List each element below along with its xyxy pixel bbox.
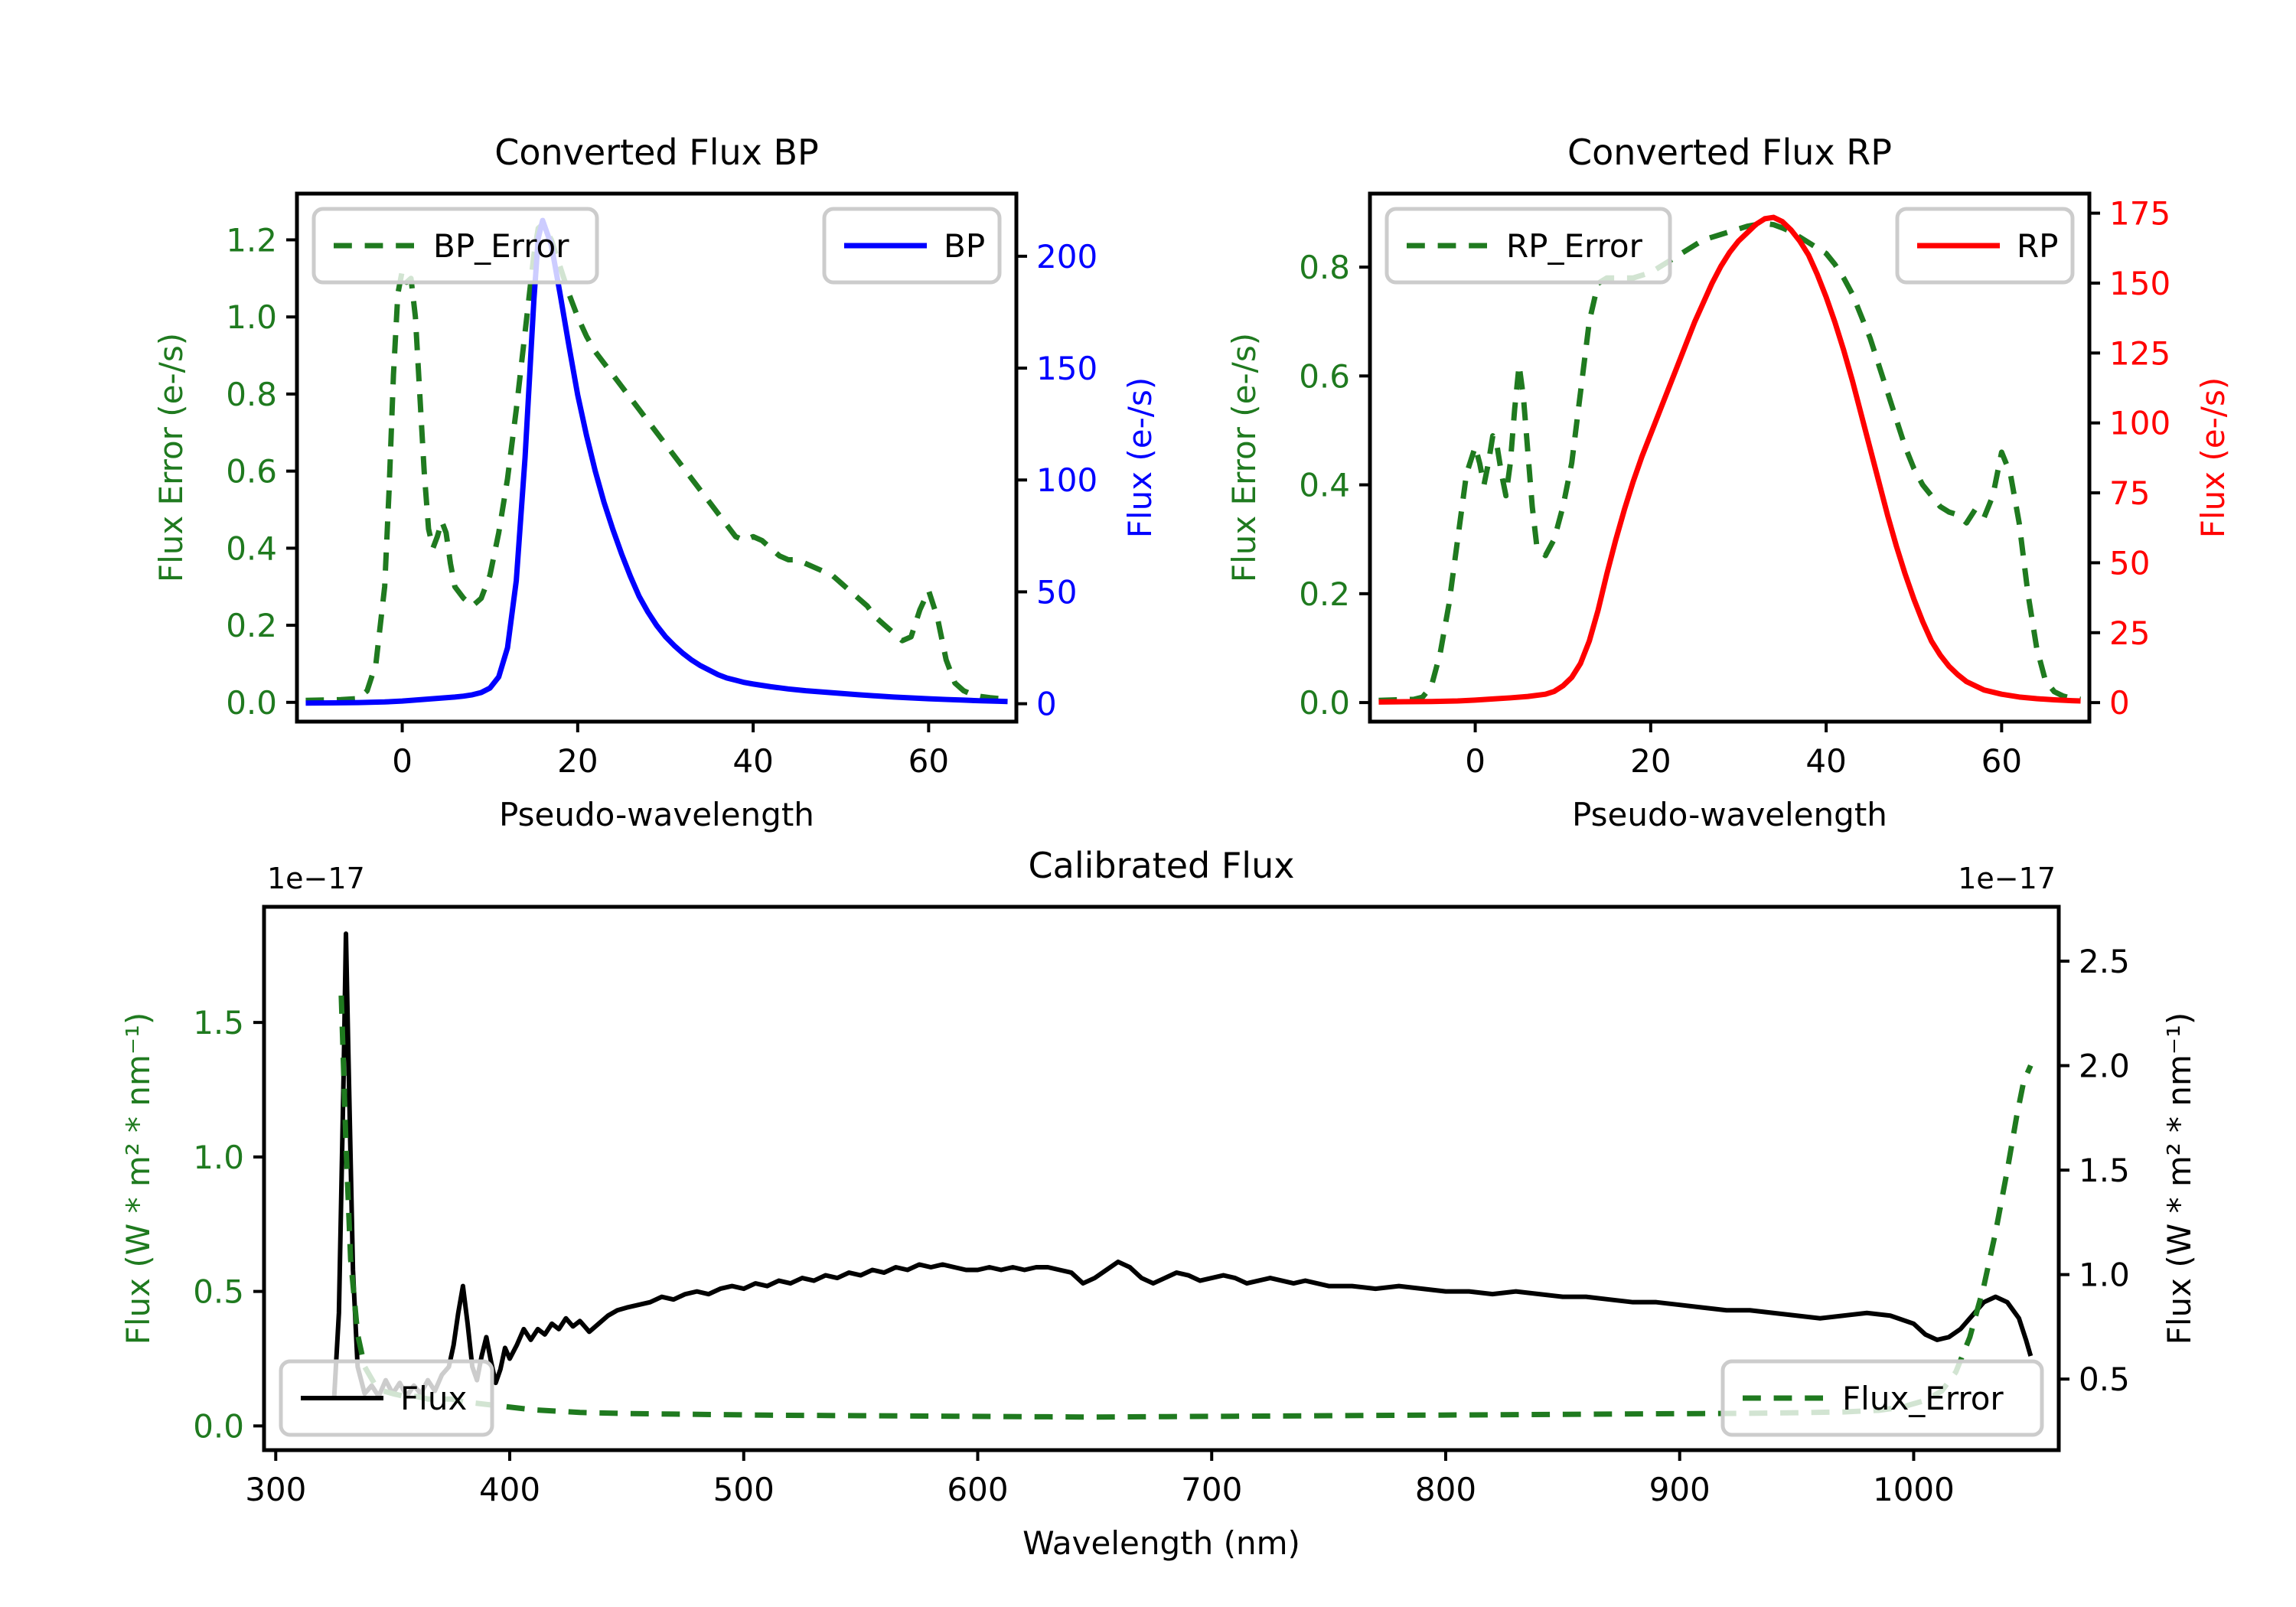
series-line-rp_error [1378,220,2081,703]
y-left-tick-label-1-0: 0.0 [1299,684,1350,722]
y-right-tick-label-2-1: 1.0 [2079,1257,2130,1294]
y-right-tick-label-1-4: 100 [2109,405,2170,442]
legend-label-bp_error: BP_Error [433,227,569,265]
legend-label-rp_error: RP_Error [1506,227,1643,265]
y-left-tick-label-0-3: 0.6 [226,453,277,491]
legend-label-flux_error: Flux_Error [1842,1380,2004,1417]
y-left-tick-label-2-0: 0.0 [193,1407,244,1445]
x-axis-label-0: Pseudo-wavelength [499,796,814,833]
legend-label-bp: BP [944,227,985,265]
y-axis-offset-right-2: 1e−17 [1958,862,2056,895]
x-tick-label-2-1: 400 [479,1471,540,1508]
y-axis-label-right-2: Flux (W * m² * nm⁻¹) [2161,1012,2198,1345]
legend-box-bp_error [311,207,599,285]
y-right-tick-label-0-3: 150 [1036,350,1097,387]
x-tick-label-2-4: 700 [1181,1471,1242,1508]
x-tick-label-0-1: 20 [557,742,598,780]
x-tick-label-2-2: 500 [713,1471,775,1508]
y-left-tick-label-0-2: 0.4 [226,530,277,567]
series-line-rp [1378,214,2081,705]
legend-box-flux [279,1359,494,1437]
y-right-tick-label-1-6: 150 [2109,265,2170,302]
legend-box-flux_error [1720,1359,2044,1437]
y-axis-label-left-1: Flux Error (e-/s) [1225,333,1263,582]
y-right-tick-label-2-0: 0.5 [2079,1361,2130,1398]
y-left-tick-label-0-4: 0.8 [226,376,277,413]
y-right-tick-label-0-2: 100 [1036,461,1097,499]
series-line-bp [305,217,1008,706]
y-right-tick-label-0-1: 50 [1036,573,1077,611]
y-right-tick-label-0-4: 200 [1036,238,1097,275]
y-left-tick-label-1-2: 0.4 [1299,467,1350,504]
y-axis-label-left-0: Flux Error (e-/s) [152,333,190,582]
x-tick-label-1-0: 0 [1465,742,1486,780]
y-right-tick-label-2-4: 2.5 [2079,943,2130,980]
y-right-tick-label-0-0: 0 [1036,686,1057,723]
x-axis-label-1: Pseudo-wavelength [1572,796,1887,833]
y-axis-label-right-1: Flux (e-/s) [2194,377,2232,538]
y-right-tick-label-1-1: 25 [2109,614,2150,652]
y-left-tick-label-2-3: 1.5 [193,1004,244,1041]
y-left-tick-label-0-5: 1.0 [226,298,277,336]
x-tick-label-2-5: 800 [1415,1471,1476,1508]
y-right-tick-label-1-0: 0 [2109,684,2130,722]
series-line-bp_error [305,221,1008,703]
x-tick-label-0-0: 0 [392,742,413,780]
axes-frame-0 [295,191,1019,724]
y-right-tick-label-1-5: 125 [2109,334,2170,372]
y-axis-label-right-0: Flux (e-/s) [1121,377,1159,538]
x-tick-label-2-6: 900 [1649,1471,1711,1508]
x-tick-label-1-2: 40 [1805,742,1846,780]
x-axis-label-2: Wavelength (nm) [1022,1524,1300,1562]
legend-label-flux: Flux [400,1380,467,1417]
y-right-tick-label-1-7: 175 [2109,195,2170,233]
series-line-flux_error [338,995,2033,1420]
y-right-tick-label-2-2: 1.5 [2079,1152,2130,1189]
x-tick-label-1-3: 60 [1981,742,2022,780]
y-axis-offset-left-2: 1e−17 [267,862,365,895]
x-tick-label-1-1: 20 [1630,742,1671,780]
x-tick-label-2-7: 1000 [1873,1471,1955,1508]
axes-frame-1 [1368,191,2092,724]
axes-frame-2 [262,905,2061,1452]
panel-title-2: Calibrated Flux [1029,845,1295,886]
x-tick-label-2-0: 300 [245,1471,306,1508]
y-left-tick-label-1-3: 0.6 [1299,357,1350,395]
legend-box-rp_error [1384,207,1672,285]
y-right-tick-label-1-3: 75 [2109,474,2150,512]
x-tick-label-0-2: 40 [732,742,773,780]
y-left-tick-label-2-2: 1.0 [193,1139,244,1176]
y-right-tick-label-1-2: 50 [2109,544,2150,582]
panel-title-1: Converted Flux RP [1567,132,1892,173]
y-left-tick-label-0-1: 0.2 [226,607,277,644]
series-line-flux [331,931,2033,1399]
legend-label-rp: RP [2017,227,2059,265]
y-left-tick-label-1-4: 0.8 [1299,249,1350,286]
y-left-tick-label-0-6: 1.2 [226,221,277,259]
y-right-tick-label-2-3: 2.0 [2079,1048,2130,1085]
y-left-tick-label-0-0: 0.0 [226,684,277,722]
x-tick-label-2-3: 600 [947,1471,1008,1508]
y-left-tick-label-1-1: 0.2 [1299,575,1350,613]
y-axis-label-left-2: Flux (W * m² * nm⁻¹) [119,1012,157,1345]
y-left-tick-label-2-1: 0.5 [193,1273,244,1311]
x-tick-label-0-3: 60 [908,742,949,780]
panel-title-0: Converted Flux BP [494,132,819,173]
